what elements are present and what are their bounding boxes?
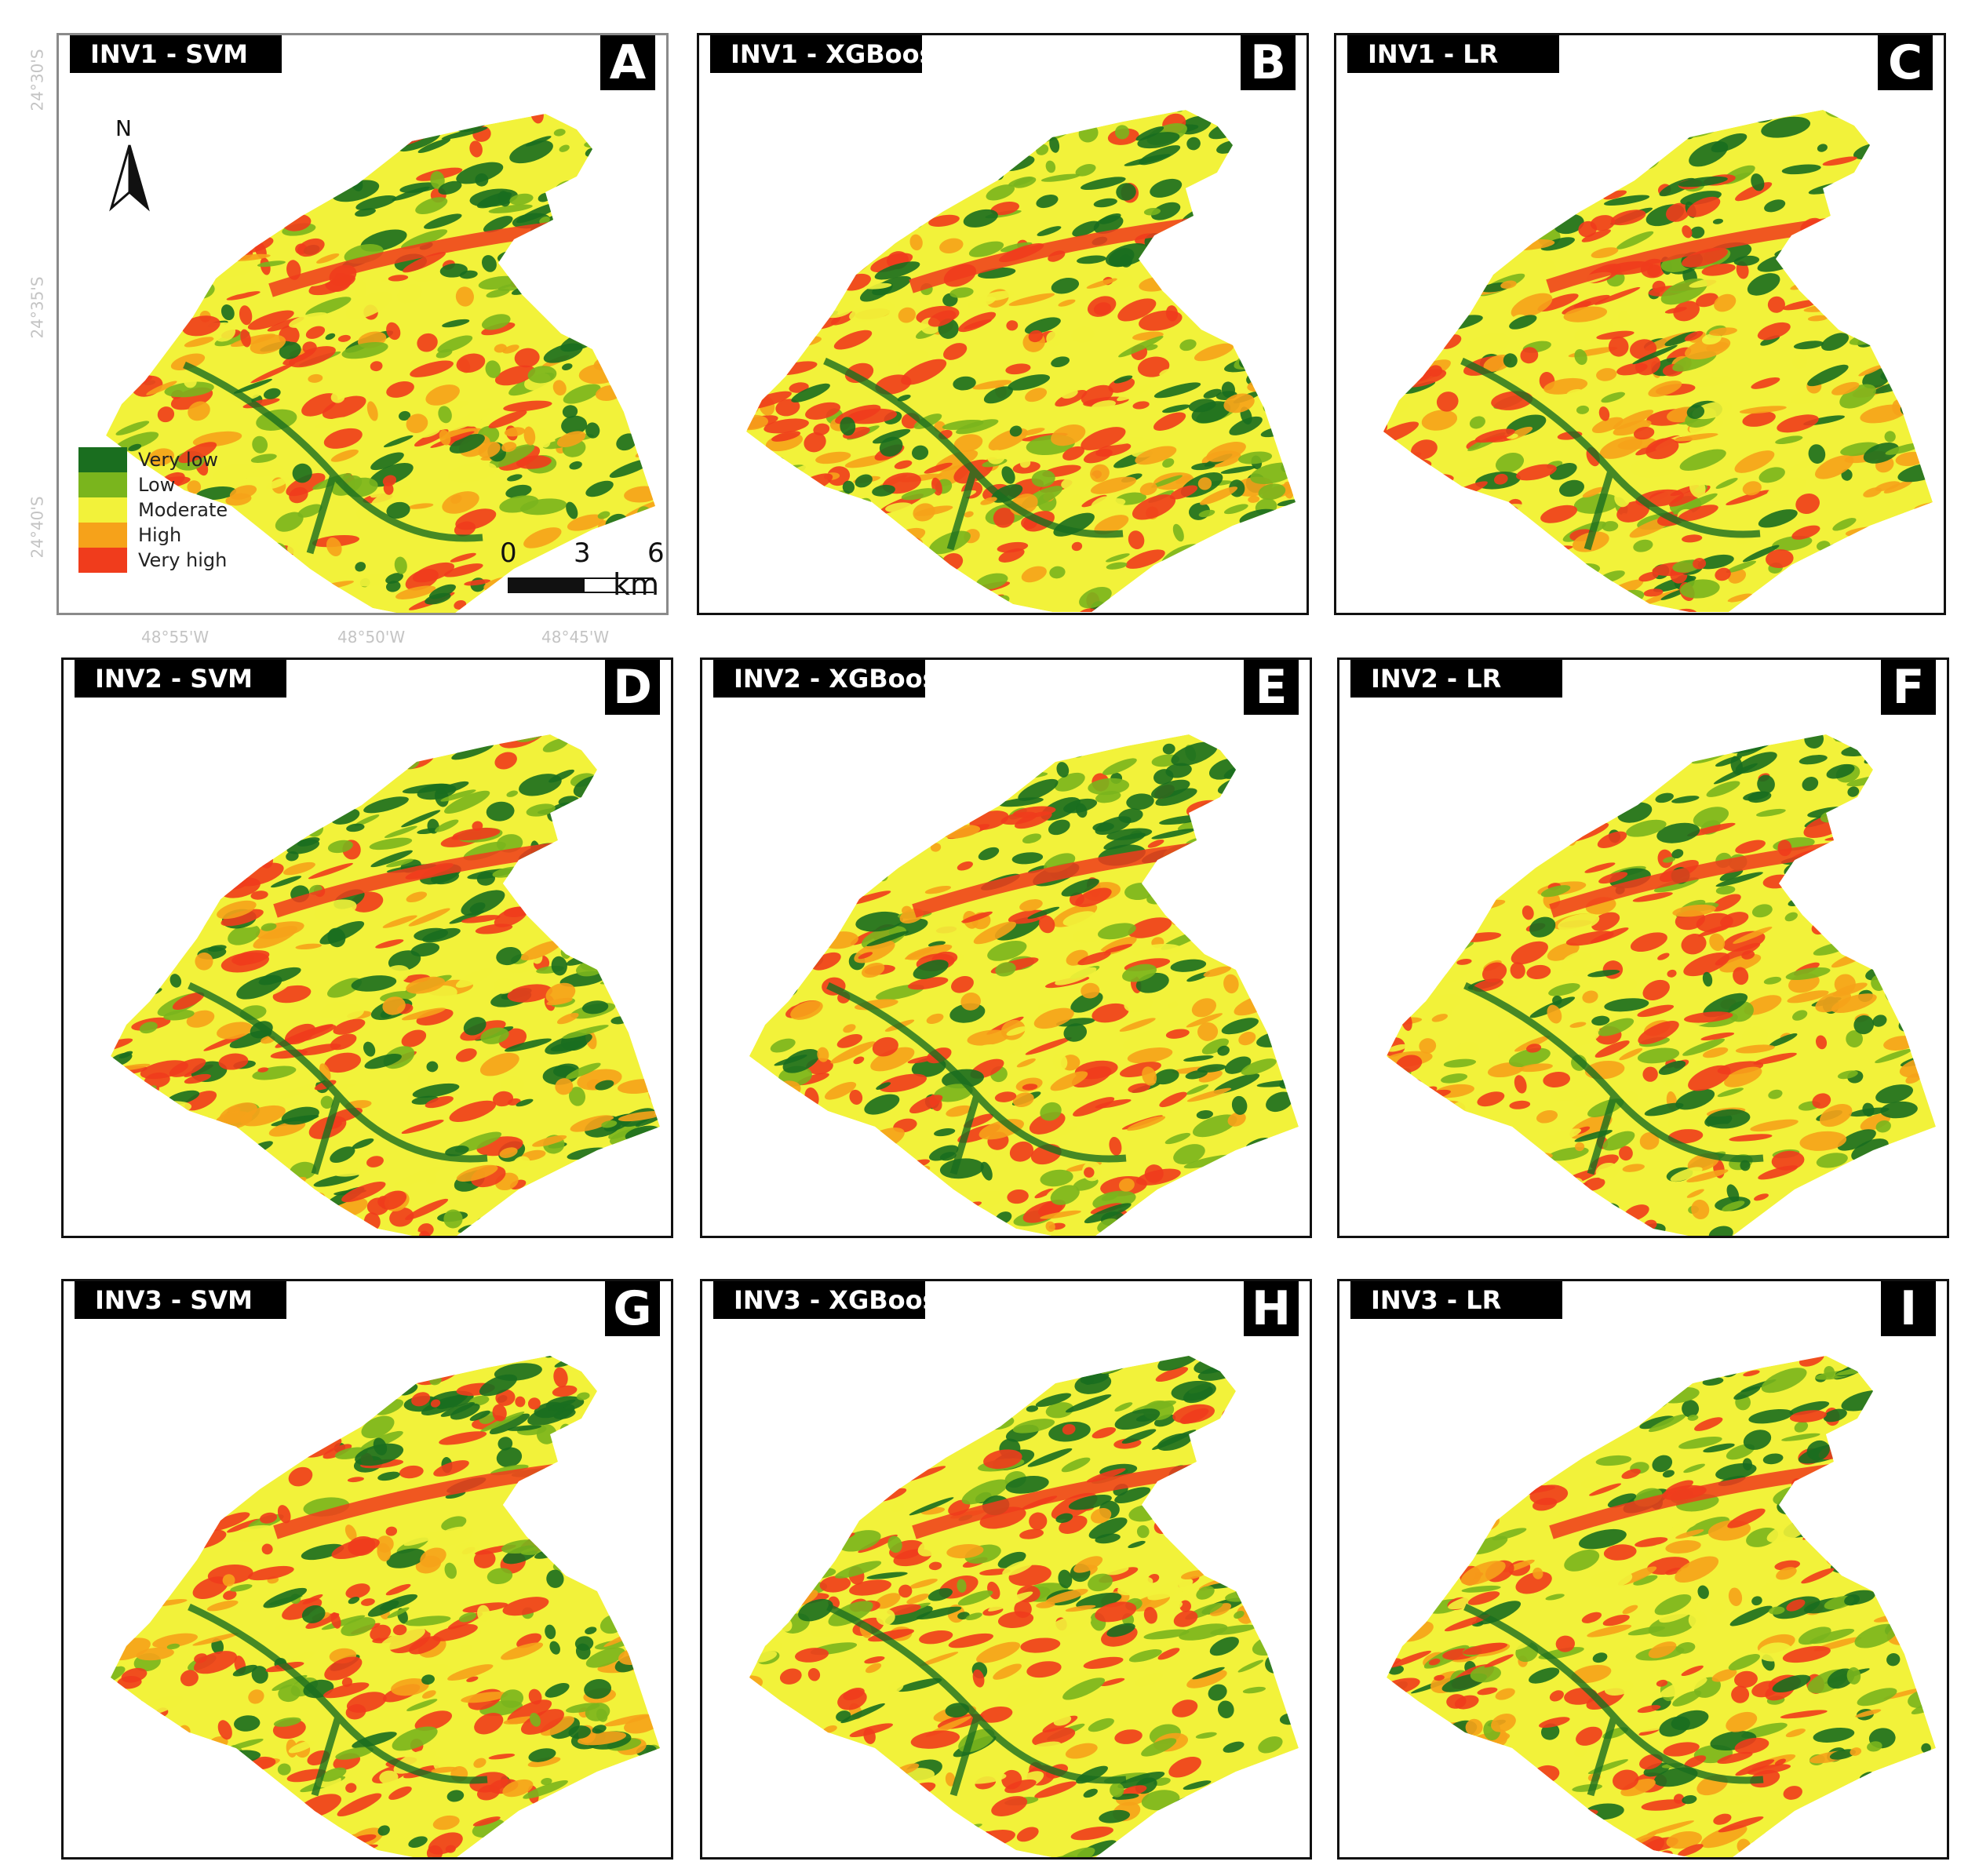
legend-label: Moderate [138,499,228,521]
susceptibility-raster [749,1356,1299,1857]
susceptibility-raster [749,734,1299,1236]
susceptibility-map [106,114,655,613]
susceptibility-raster [746,110,1296,612]
north-arrow-label: N [115,115,132,141]
legend-swatch [78,497,127,523]
legend-item: Very high [78,548,228,573]
legend-item: High [78,523,228,548]
latitude-label: 24°35'S [27,276,47,339]
susceptibility-map [746,110,1296,612]
panel-letter: F [1881,660,1936,715]
latitude-label: 24°40'S [27,496,47,559]
legend-label: Very high [138,549,228,571]
panel-letter: E [1244,660,1299,715]
legend-item: Very low [78,447,228,472]
panel-title: INV3 - SVM [75,1281,286,1319]
longitude-label: 48°45'W [541,628,610,647]
susceptibility-raster [1383,110,1933,612]
legend-swatch [78,523,127,548]
map-panel-i: INV3 - LR I [1337,1279,1949,1860]
susceptibility-map [111,734,660,1236]
longitude-label: 48°50'W [337,628,406,647]
susceptibility-map [111,1356,660,1857]
legend-swatch [78,548,127,573]
latitude-label: 24°30'S [27,49,47,111]
legend-swatch [78,472,127,497]
panel-letter: H [1244,1281,1299,1336]
legend-swatch [78,447,127,472]
map-panel-h: INV3 - XGBoost H [700,1279,1312,1860]
panel-title: INV2 - XGBoost [713,660,949,698]
susceptibility-raster [111,1356,660,1857]
map-legend: Very low Low Moderate High Very high [78,447,228,573]
panel-title: INV2 - LR [1350,660,1562,698]
panel-title: INV2 - SVM [75,660,286,698]
panel-title: INV3 - LR [1350,1281,1562,1319]
scale-tick: 3 [574,537,591,569]
scale-unit: km [613,567,660,602]
susceptibility-map [1387,734,1936,1236]
map-panel-g: INV3 - SVM G [61,1279,673,1860]
panel-title: INV1 - XGBoost [710,35,946,73]
map-panel-c: INV1 - LR C [1334,33,1946,615]
panel-title: INV1 - SVM [70,35,282,73]
panel-letter: I [1881,1281,1936,1336]
susceptibility-raster [1387,1356,1936,1857]
legend-label: High [138,524,182,546]
panel-letter: C [1878,35,1933,90]
scale-tick: 6 [647,537,665,569]
map-panel-b: INV1 - XGBoost B [697,33,1309,615]
map-panel-f: INV2 - LR F [1337,658,1949,1238]
scale-bar-graphic [508,577,654,593]
panel-title: INV3 - XGBoost [713,1281,949,1319]
map-panel-d: INV2 - SVM D [61,658,673,1238]
panel-letter: D [605,660,660,715]
susceptibility-map [1387,1356,1936,1857]
legend-label: Low [138,474,176,496]
north-arrow: N [102,115,157,216]
legend-label: Very low [138,449,218,471]
map-panel-e: INV2 - XGBoost E [700,658,1312,1238]
susceptibility-raster [1387,734,1936,1236]
susceptibility-map [749,734,1299,1236]
panel-letter: G [605,1281,660,1336]
susceptibility-raster [111,734,660,1236]
scale-tick: 0 [500,537,517,569]
longitude-label: 48°55'W [141,628,210,647]
susceptibility-map [749,1356,1299,1857]
panel-title: INV1 - LR [1347,35,1559,73]
legend-item: Moderate [78,497,228,523]
panel-letter: B [1241,35,1296,90]
map-panel-a: INV1 - SVM A N Very low Low Moderate Hig… [56,33,669,615]
susceptibility-map [1383,110,1933,612]
north-arrow-icon [109,144,150,212]
legend-item: Low [78,472,228,497]
panel-letter: A [600,35,655,90]
scale-bar: 0 3 6 km [450,537,665,602]
